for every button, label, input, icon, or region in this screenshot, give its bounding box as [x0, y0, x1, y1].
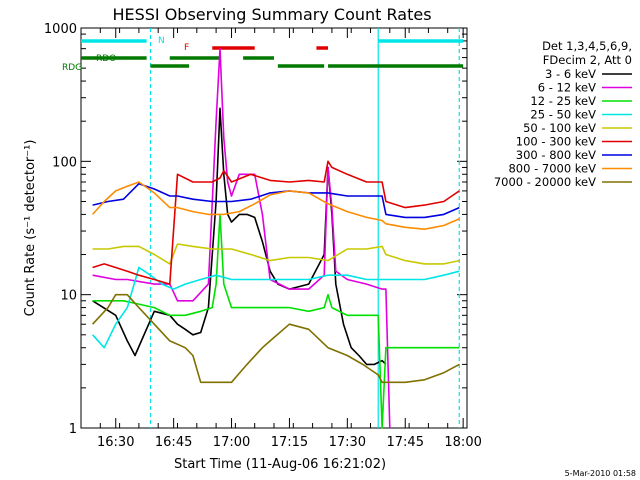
- y-tick-label: 100: [52, 155, 77, 170]
- legend-item-label: 25 - 50 keV: [530, 108, 596, 122]
- legend-header-line-2: FDecim 2, Att 0: [543, 53, 632, 67]
- x-tick-label: 16:45: [155, 435, 192, 450]
- legend-item-label: 6 - 12 keV: [538, 81, 596, 95]
- flag-label: F: [184, 43, 189, 53]
- legend-item-label: 100 - 300 keV: [516, 135, 596, 149]
- y-axis: 1 10 100 1000: [44, 22, 467, 437]
- series-line-2: [92, 213, 460, 429]
- series-lines: [92, 47, 460, 429]
- flag-label: RDG: [62, 63, 82, 73]
- flag-label: RDO: [96, 54, 116, 64]
- series-line-4: [92, 243, 460, 265]
- y-axis-label: Count Rate (s⁻¹ detector⁻¹): [23, 140, 38, 317]
- y-tick-label: 10: [60, 289, 77, 304]
- x-tick-label: 17:45: [387, 435, 424, 450]
- legend-item-label: 3 - 6 keV: [545, 67, 596, 81]
- legend-item-label: 50 - 100 keV: [523, 121, 596, 135]
- series-line-0: [92, 107, 387, 366]
- x-tick-label: 18:00: [444, 435, 481, 450]
- legend-item-label: 7000 - 20000 keV: [494, 175, 596, 189]
- x-tick-label: 16:30: [97, 435, 134, 450]
- x-tick-label: 17:00: [213, 435, 250, 450]
- x-axis-label: Start Time (11-Aug-06 16:21:02): [174, 457, 386, 472]
- series-line-3: [92, 266, 460, 349]
- status-flags: N F RDO RDG: [62, 36, 464, 73]
- series-line-7: [92, 181, 460, 230]
- legend-item-label: 12 - 25 keV: [530, 94, 596, 108]
- x-axis: 16:30 16:45 17:00 17:15 17:30 17:45 18:00: [80, 28, 482, 450]
- y-tick-label: 1000: [44, 22, 77, 37]
- flag-label: N: [158, 36, 165, 46]
- footer-stamp: 5-Mar-2010 01:58: [565, 469, 636, 478]
- y-tick-label: 1: [69, 422, 77, 437]
- chart-title: HESSI Observing Summary Count Rates: [112, 5, 431, 24]
- legend-item-label: 300 - 800 keV: [516, 148, 596, 162]
- series-line-5: [92, 160, 460, 285]
- x-tick-label: 17:15: [271, 435, 308, 450]
- series-line-8: [92, 293, 460, 384]
- series-line-6: [92, 182, 460, 219]
- x-tick-label: 17:30: [329, 435, 366, 450]
- legend-item-label: 800 - 7000 keV: [508, 162, 596, 176]
- legend: Det 1,3,4,5,6,9, FDecim 2, Att 0 3 - 6 k…: [494, 39, 632, 189]
- legend-header-line-1: Det 1,3,4,5,6,9,: [542, 39, 632, 53]
- boundary-lines: [149, 28, 460, 428]
